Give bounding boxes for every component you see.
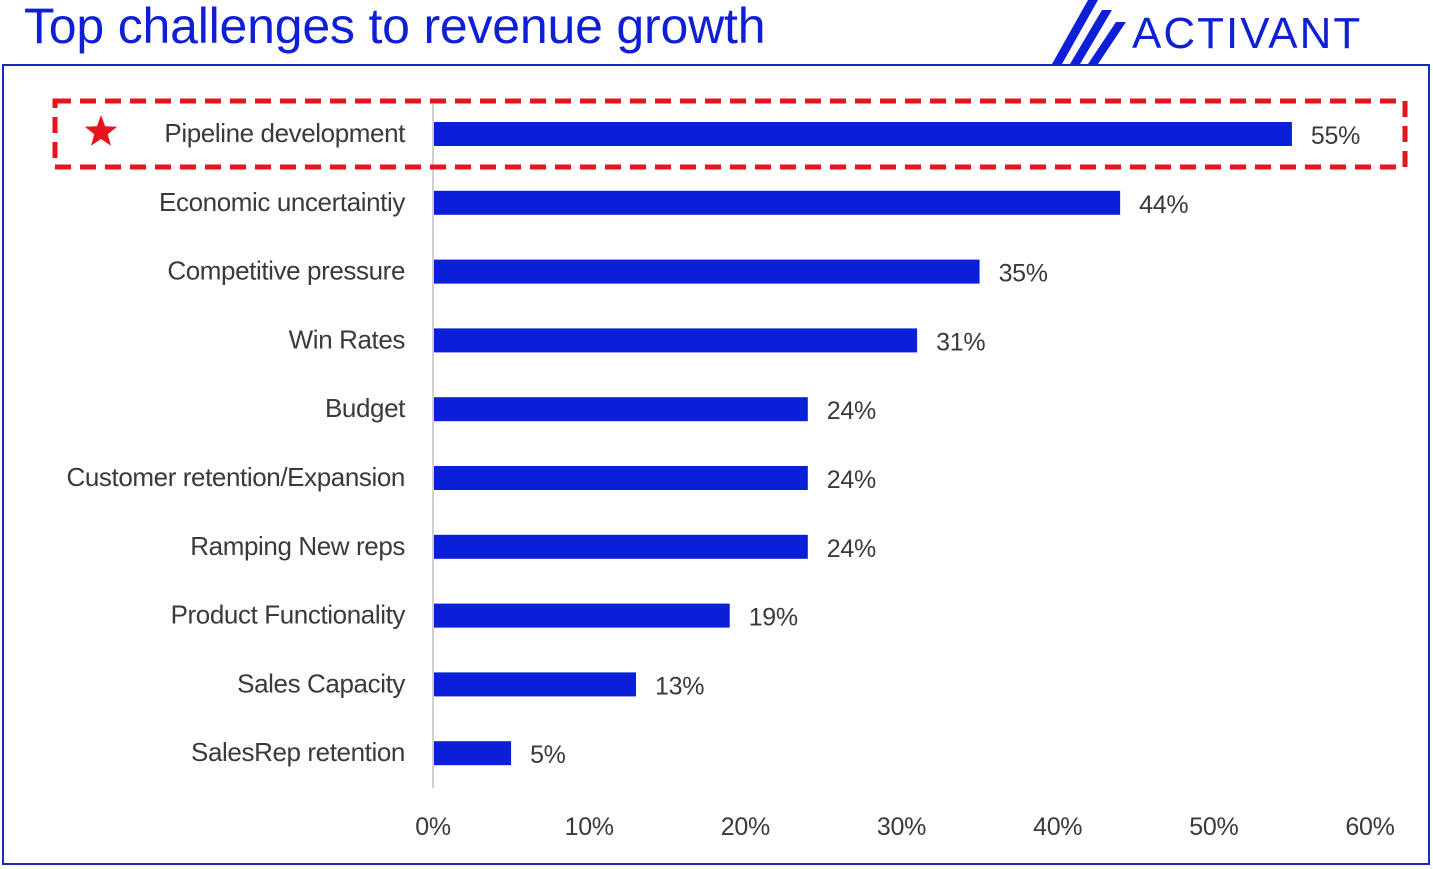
bar	[434, 122, 1292, 146]
star-icon	[84, 115, 118, 146]
data-label: 35%	[999, 260, 1048, 288]
data-label: 24%	[827, 535, 876, 563]
data-label: 44%	[1139, 191, 1188, 219]
category-label: Sales Capacity	[237, 668, 405, 698]
x-tick-label: 60%	[1345, 813, 1394, 841]
data-label: 55%	[1311, 122, 1360, 150]
page-title: Top challenges to revenue growth	[24, 0, 766, 54]
bar	[434, 328, 918, 353]
category-label: SalesRep retention	[191, 737, 405, 767]
category-label: Pipeline development	[164, 118, 406, 148]
data-label: 24%	[827, 397, 876, 425]
x-tick-label: 50%	[1189, 813, 1238, 841]
data-label: 13%	[655, 672, 704, 700]
category-label: Win Rates	[289, 324, 406, 354]
activant-logo-icon	[1052, 0, 1126, 64]
x-tick-label: 40%	[1033, 813, 1082, 841]
bar	[434, 741, 512, 766]
x-tick-label: 20%	[721, 813, 770, 841]
x-tick-label: 10%	[565, 813, 614, 841]
highlight-box	[52, 98, 1408, 170]
bar	[434, 397, 808, 422]
bar	[434, 259, 980, 284]
category-label: Economic uncertaintiy	[159, 187, 405, 217]
x-tick-label: 30%	[877, 813, 926, 841]
category-label: Competitive pressure	[167, 256, 405, 286]
brand-logo: ACTIVANT	[1040, 0, 1430, 66]
data-label: 19%	[749, 604, 798, 632]
bar	[434, 603, 730, 628]
x-tick-label: 0%	[415, 813, 451, 841]
bar	[434, 672, 637, 697]
category-label: Budget	[325, 393, 406, 423]
category-label: Ramping New reps	[190, 531, 405, 561]
brand-name: ACTIVANT	[1132, 9, 1363, 58]
data-label: 31%	[936, 328, 985, 356]
data-label: 5%	[530, 741, 566, 769]
category-label: Product Functionality	[171, 600, 406, 630]
bar	[434, 466, 808, 490]
category-label: Customer retention/Expansion	[66, 462, 405, 492]
bar	[434, 190, 1121, 215]
chart-frame	[2, 64, 1430, 865]
bar	[434, 534, 808, 559]
data-label: 24%	[827, 466, 876, 494]
